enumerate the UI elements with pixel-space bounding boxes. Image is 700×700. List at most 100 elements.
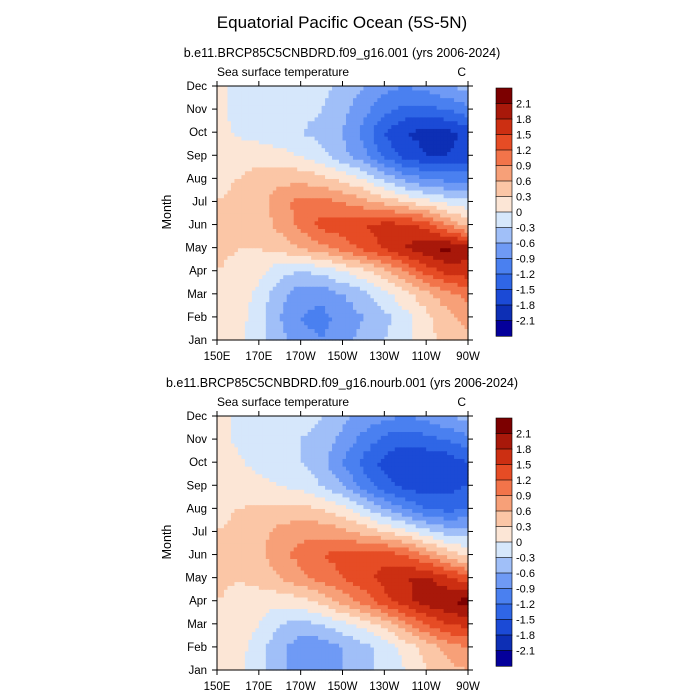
heatmap-cell [314, 286, 319, 291]
heatmap-cell [332, 209, 337, 214]
heatmap-cell [283, 251, 288, 256]
heatmap-cell [433, 232, 438, 237]
heatmap-cell [370, 136, 375, 141]
heatmap-cell [307, 263, 312, 268]
heatmap-cell [352, 86, 358, 91]
heatmap-cell [251, 201, 256, 206]
heatmap-cell [356, 243, 361, 249]
heatmap-cell [373, 282, 378, 287]
heatmap-cell [300, 332, 305, 337]
heatmap-cell [335, 247, 340, 253]
heatmap-cell [248, 170, 253, 176]
heatmap-cell [262, 239, 267, 245]
heatmap-cell [457, 155, 462, 160]
heatmap-cell [387, 109, 392, 114]
heatmap-cell [356, 266, 361, 272]
heatmap-cell [328, 289, 333, 295]
heatmap-cell [251, 124, 256, 129]
heatmap-cell [401, 324, 406, 330]
heatmap-cell [314, 186, 319, 191]
heatmap-cell [286, 109, 291, 114]
heatmap-cell [251, 155, 256, 160]
heatmap-cell [230, 147, 236, 153]
heatmap-cell [241, 270, 246, 276]
heatmap-cell [454, 228, 459, 233]
heatmap-cell [325, 220, 330, 226]
panel-bottom-variable-label: Sea surface temperature [217, 395, 349, 409]
heatmap-cell [244, 159, 249, 164]
heatmap-cell [384, 151, 389, 156]
heatmap-cell [325, 205, 330, 210]
heatmap-cell [380, 162, 385, 168]
heatmap-cell [422, 174, 427, 179]
heatmap-cell [255, 247, 260, 253]
heatmap-cell [272, 301, 277, 306]
heatmap-cell [335, 128, 340, 133]
heatmap-cell [269, 116, 274, 122]
heatmap-cell [433, 105, 438, 110]
heatmap-cell [262, 116, 267, 122]
heatmap-cell [332, 93, 337, 99]
heatmap-cell [457, 251, 462, 256]
heatmap-cell [464, 332, 469, 337]
heatmap-cell [447, 182, 452, 187]
heatmap-cell [248, 193, 253, 199]
heatmap-cell [318, 266, 323, 272]
heatmap-cell [415, 251, 420, 256]
heatmap-cell [394, 224, 399, 229]
heatmap-cell [283, 193, 288, 199]
heatmap-cell [255, 97, 260, 102]
heatmap-cell [251, 666, 256, 671]
heatmap-cell [237, 332, 243, 337]
heatmap-cell [279, 266, 284, 272]
heatmap-cell [223, 162, 229, 168]
heatmap-cell [373, 239, 378, 245]
heatmap-cell [237, 170, 243, 176]
heatmap-cell [248, 309, 253, 314]
heatmap-cell [373, 666, 378, 671]
heatmap-cell [227, 186, 232, 191]
heatmap-cell [433, 124, 438, 129]
heatmap-cell [283, 109, 288, 114]
heatmap-cell [283, 263, 288, 268]
heatmap-cell [290, 305, 295, 310]
panel-top-y-axis-label: Month [160, 195, 174, 230]
heatmap-cell [276, 236, 281, 241]
heatmap-cell [237, 89, 243, 95]
heatmap-cell [419, 143, 424, 149]
heatmap-cell [258, 178, 263, 183]
heatmap-cell [461, 266, 466, 272]
heatmap-cell [443, 205, 448, 210]
heatmap-cell [290, 282, 295, 287]
heatmap-cell [391, 309, 396, 314]
heatmap-cell [293, 128, 298, 133]
heatmap-cell [286, 228, 291, 233]
heatmap-cell [398, 112, 403, 118]
heatmap-cell [342, 301, 347, 306]
heatmap-cell [419, 336, 424, 341]
heatmap-cell [227, 147, 232, 153]
heatmap-cell [387, 305, 392, 310]
heatmap-cell [276, 193, 281, 199]
heatmap-cell [426, 139, 431, 145]
heatmap-cell [426, 162, 431, 168]
heatmap-cell [373, 266, 378, 272]
heatmap-cell [290, 155, 295, 160]
heatmap-cell [419, 136, 424, 141]
heatmap-cell [297, 255, 302, 260]
heatmap-cell [342, 274, 347, 280]
heatmap-cell [262, 109, 267, 114]
heatmap-cell [352, 209, 358, 214]
heatmap-cell [384, 297, 389, 303]
heatmap-cell [311, 301, 316, 306]
heatmap-cell [283, 216, 288, 222]
heatmap-cell [447, 193, 452, 199]
heatmap-cell [304, 251, 309, 256]
heatmap-cell [217, 159, 222, 164]
heatmap-cell [220, 324, 225, 330]
heatmap-cell [450, 243, 455, 249]
heatmap-cell [234, 112, 239, 118]
heatmap-cell [398, 328, 403, 333]
heatmap-cell [276, 120, 281, 126]
heatmap-cell [328, 101, 333, 106]
